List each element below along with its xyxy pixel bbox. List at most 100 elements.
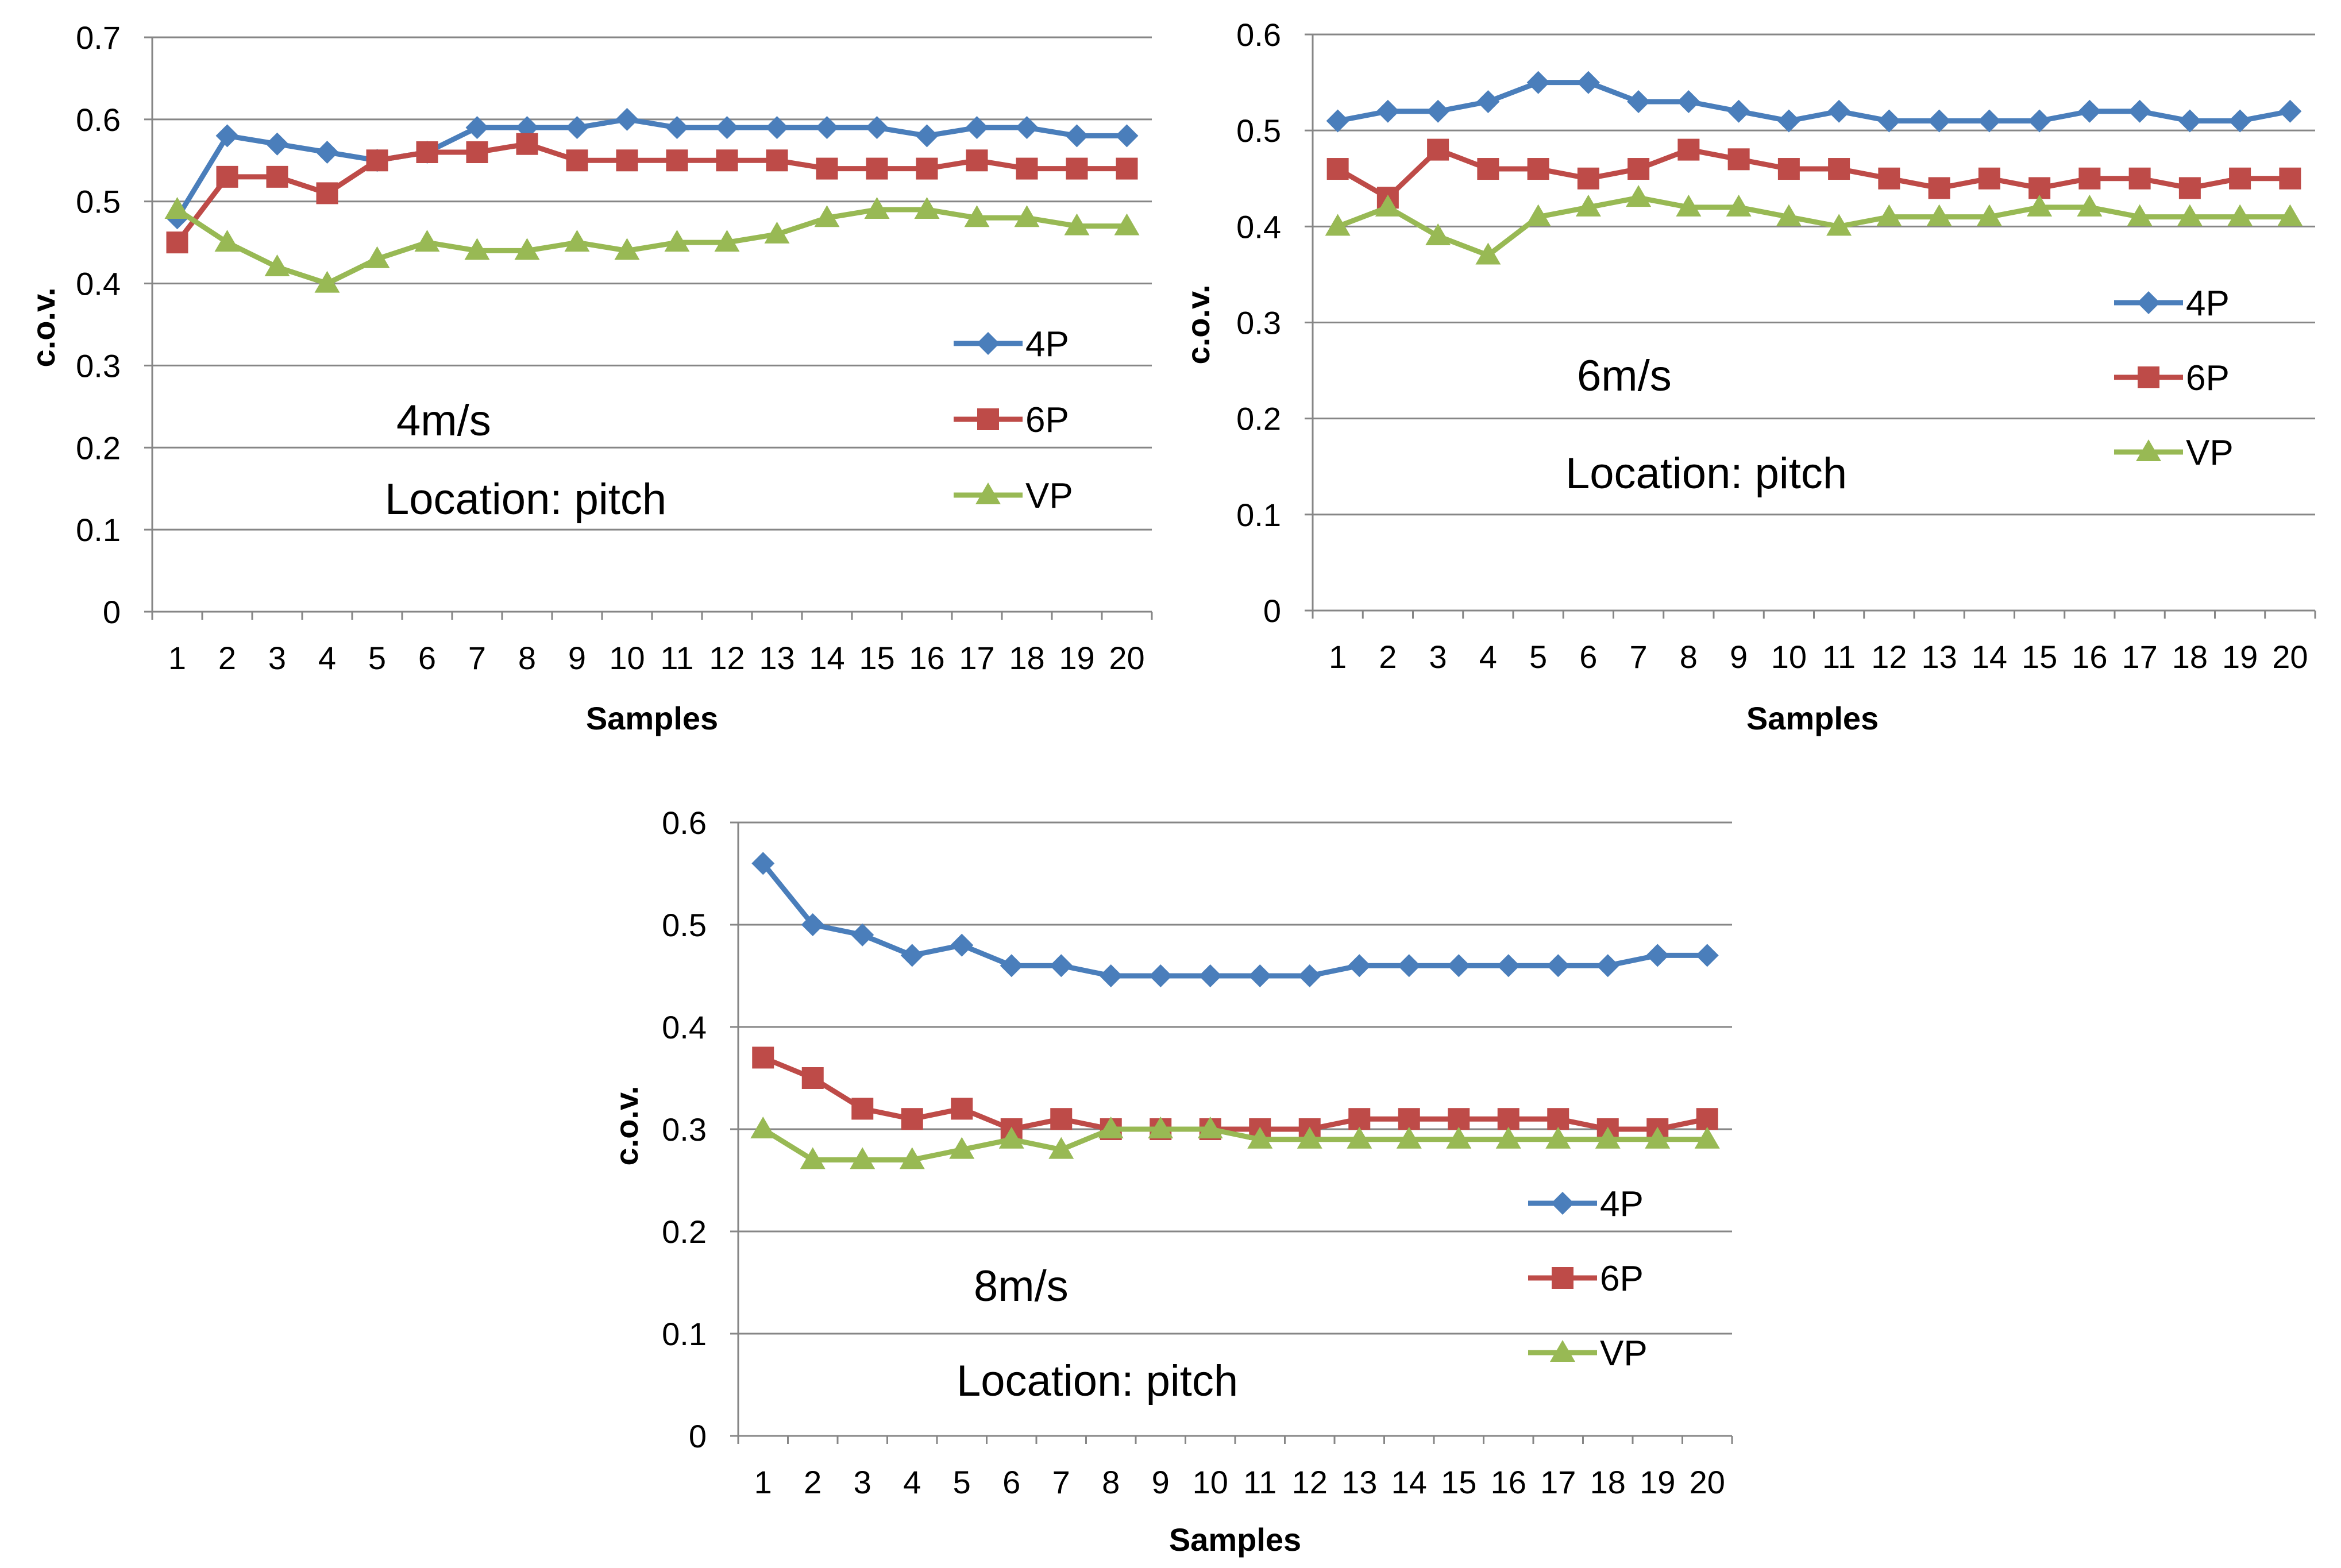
data-point-4p [915, 124, 939, 148]
x-tick-label: 2 [804, 1464, 822, 1500]
data-point-4p [801, 913, 824, 936]
data-point-6p [2128, 167, 2151, 190]
data-point-4p [465, 116, 489, 140]
x-tick-label: 5 [1529, 639, 1547, 675]
speed-annotation: 4m/s [396, 396, 491, 445]
data-point-4p [1447, 954, 1471, 978]
data-point-vp [1375, 194, 1401, 217]
x-tick-label: 19 [1059, 640, 1094, 676]
data-point-vp [714, 230, 740, 252]
legend: 4P 6P VP [2114, 284, 2234, 473]
data-point-4p [965, 116, 989, 140]
data-point-4p [1977, 109, 2001, 133]
data-point-6p [1727, 148, 1750, 171]
data-point-6p [1677, 138, 1700, 161]
legend-marker-6p [977, 408, 999, 430]
x-tick-label: 16 [1491, 1464, 1526, 1500]
data-point-vp [664, 230, 690, 252]
x-axis-title: Samples [1169, 1521, 1301, 1558]
x-tick-label: 6 [418, 640, 436, 676]
data-point-6p [801, 1067, 824, 1089]
x-tick-label: 20 [1690, 1464, 1725, 1500]
data-point-vp [1676, 194, 1702, 217]
x-tick-label: 1 [754, 1464, 772, 1500]
y-tick-labels: 0 0.1 0.2 0.3 0.4 0.5 0.6 0.7 [76, 20, 121, 630]
x-tick-label: 9 [1730, 639, 1748, 675]
data-point-vp [1247, 1126, 1273, 1149]
data-point-vp [1064, 213, 1090, 235]
data-point-4p [1149, 964, 1173, 987]
data-point-4p [1476, 90, 1500, 114]
data-point-6p [1427, 138, 1449, 161]
x-tick-label: 5 [953, 1464, 971, 1500]
data-point-6p [1497, 1108, 1519, 1130]
data-point-6p [416, 141, 438, 163]
series-group [1325, 71, 2303, 265]
data-point-4p [1695, 944, 1719, 967]
legend-label-vp: VP [1600, 1334, 1648, 1373]
data-point-vp [1098, 1117, 1124, 1138]
data-point-vp [214, 230, 240, 252]
data-point-4p [751, 852, 775, 875]
x-tick-label: 3 [854, 1464, 871, 1500]
data-point-vp [1148, 1117, 1174, 1138]
data-point-4p [2178, 109, 2201, 133]
x-tick-label: 1 [168, 640, 186, 676]
legend-label-vp: VP [1025, 476, 1073, 516]
data-point-vp [1197, 1117, 1223, 1138]
data-point-6p [1777, 158, 1800, 180]
x-tick-label: 8 [1680, 639, 1698, 675]
x-tick-label: 18 [2172, 639, 2208, 675]
data-point-6p [1448, 1108, 1470, 1130]
x-tick-label: 10 [1771, 639, 1807, 675]
y-tick-label: 0.2 [76, 430, 121, 466]
data-point-6p [366, 149, 388, 172]
axes [1305, 33, 2316, 619]
data-point-vp [800, 1147, 826, 1169]
data-point-vp [1575, 194, 1601, 217]
legend-marker-vp [1550, 1340, 1575, 1362]
x-tick-label: 14 [1391, 1464, 1427, 1500]
legend-label-4p: 4P [2186, 284, 2230, 323]
data-point-vp [864, 197, 890, 219]
x-tick-label: 17 [1540, 1464, 1576, 1500]
data-point-4p [715, 116, 739, 140]
series-line-vp [176, 207, 1127, 287]
data-point-vp [1525, 204, 1551, 226]
location-annotation: Location: pitch [957, 1357, 1238, 1405]
data-point-4p [265, 132, 289, 156]
x-tick-label: 8 [1102, 1464, 1120, 1500]
y-axis-title: c.o.v. [25, 287, 61, 367]
data-point-4p [615, 107, 639, 131]
data-point-6p [766, 149, 788, 172]
y-tick-label: 0.1 [1236, 497, 1281, 533]
data-point-6p [1828, 158, 1850, 180]
data-point-vp [1114, 213, 1140, 235]
data-point-6p [1696, 1108, 1718, 1130]
gridlines [152, 36, 1152, 531]
legend: 4P 6P VP [1528, 1184, 1648, 1373]
data-point-4p [1050, 954, 1073, 978]
data-point-4p [950, 933, 974, 957]
x-tick-label: 15 [1441, 1464, 1476, 1500]
data-point-4p [1298, 964, 1321, 987]
data-point-4p [1727, 99, 1750, 123]
data-point-6p [1398, 1108, 1420, 1130]
data-point-4p [1677, 90, 1700, 114]
location-annotation: Location: pitch [1565, 449, 1847, 498]
data-point-vp [1826, 214, 1852, 236]
x-tick-labels: 1 2 3 4 5 6 7 8 9 10 11 12 13 14 15 16 17 18 19 20 [168, 640, 1145, 676]
legend-marker-vp [975, 482, 1001, 504]
data-point-vp [850, 1147, 876, 1169]
data-point-4p [1115, 124, 1139, 148]
y-tick-label: 0 [689, 1418, 707, 1454]
x-tick-label: 8 [518, 640, 536, 676]
x-tick-label: 4 [903, 1464, 921, 1500]
data-point-6p [466, 141, 488, 163]
data-point-vp [2227, 204, 2253, 226]
data-point-vp [2177, 204, 2203, 226]
data-point-vp [1694, 1126, 1720, 1149]
data-point-4p [1576, 71, 1600, 94]
x-tick-label: 9 [1152, 1464, 1170, 1500]
y-tick-label: 0.5 [662, 907, 707, 943]
